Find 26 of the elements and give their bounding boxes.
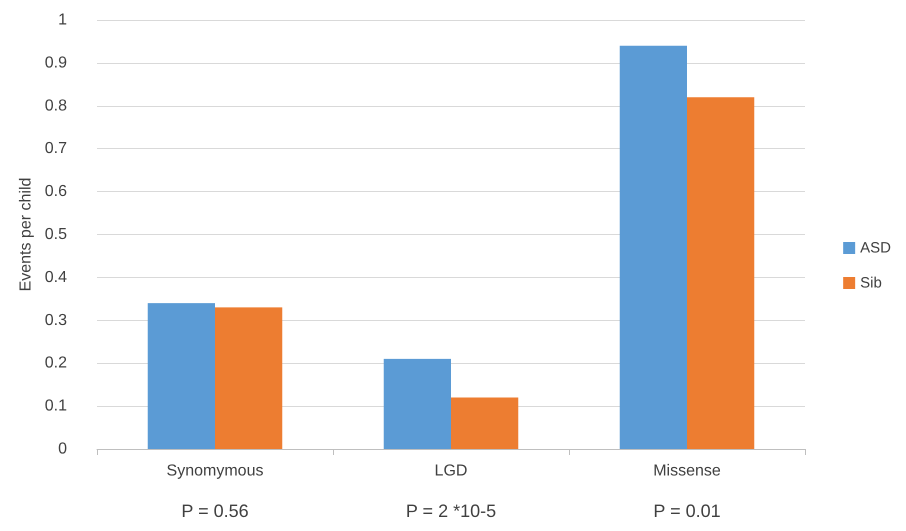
y-tick-label: 0.8: [44, 97, 68, 114]
y-tick-label: 0.2: [44, 354, 68, 372]
legend-label: Sib: [860, 274, 882, 292]
bar: [451, 398, 518, 449]
y-axis-title: Events per child: [17, 178, 34, 292]
bar: [148, 303, 215, 449]
legend-label: ASD: [860, 240, 892, 256]
y-tick-label: 0.1: [44, 398, 68, 415]
bar: [687, 97, 754, 449]
x-tick-label: Missense: [653, 462, 721, 480]
bar: [384, 358, 451, 449]
text: P = 0.56: [181, 501, 249, 521]
bar: [620, 46, 687, 449]
y-tick-label: 0.5: [44, 226, 68, 243]
x-tick-label: LGD: [434, 462, 468, 480]
y-tick-label: 0.3: [44, 312, 68, 329]
x-tick-label: Synomymous: [166, 462, 264, 480]
y-tick-label: 0.9: [44, 54, 68, 72]
text: P = 2 *10-5: [406, 501, 496, 521]
y-tick-label: 1: [58, 12, 68, 28]
y-tick-label: 0.4: [44, 268, 68, 286]
y-tick-label: 0.6: [44, 183, 68, 200]
bar: [215, 307, 282, 449]
y-tick-label: 0: [58, 440, 68, 458]
y-tick-label: 0.7: [44, 140, 68, 158]
text: P = 0.01: [653, 501, 721, 521]
